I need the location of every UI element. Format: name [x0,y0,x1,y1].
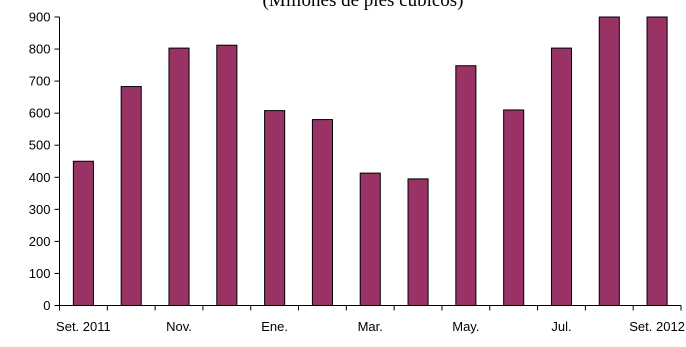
bars [72,16,668,307]
x-tick-label: Ene. [261,319,288,334]
bar [455,65,477,306]
y-tick-label: 800 [29,42,51,57]
y-tick-label: 700 [29,74,51,89]
x-tick-label: Nov. [166,319,192,334]
y-tick-label: 400 [29,170,51,185]
bar [598,16,620,306]
bar [503,109,525,307]
bar [120,86,142,306]
x-tick-label: Set. 2011 [56,319,111,334]
x-axis-ticks: Set. 2011 Nov. Ene. Mar. May. Jul. Set. 2012 [56,305,685,334]
bar [216,44,238,306]
y-tick-label: 600 [29,106,51,121]
bar [264,110,286,306]
x-tick-label: Mar. [358,319,383,334]
bar [359,172,381,306]
x-tick-label: Set. 2012 [629,319,685,334]
y-tick-label: 300 [29,202,51,217]
y-axis-ticks: 0 100 200 300 400 500 600 700 800 900 [29,10,60,313]
bar [311,119,333,306]
bar [646,16,668,306]
y-tick-label: 100 [29,266,51,281]
bar [168,47,190,306]
bar [407,178,429,306]
bar [550,47,573,306]
x-tick-label: Jul. [551,319,571,334]
y-tick-label: 900 [29,10,51,25]
y-tick-label: 500 [29,138,51,153]
y-tick-label: 0 [43,298,50,313]
chart-subtitle: (Millones de pies cúbicos) [262,0,463,11]
bar [72,160,94,306]
x-tick-label: May. [452,319,479,334]
y-tick-label: 200 [29,234,51,249]
